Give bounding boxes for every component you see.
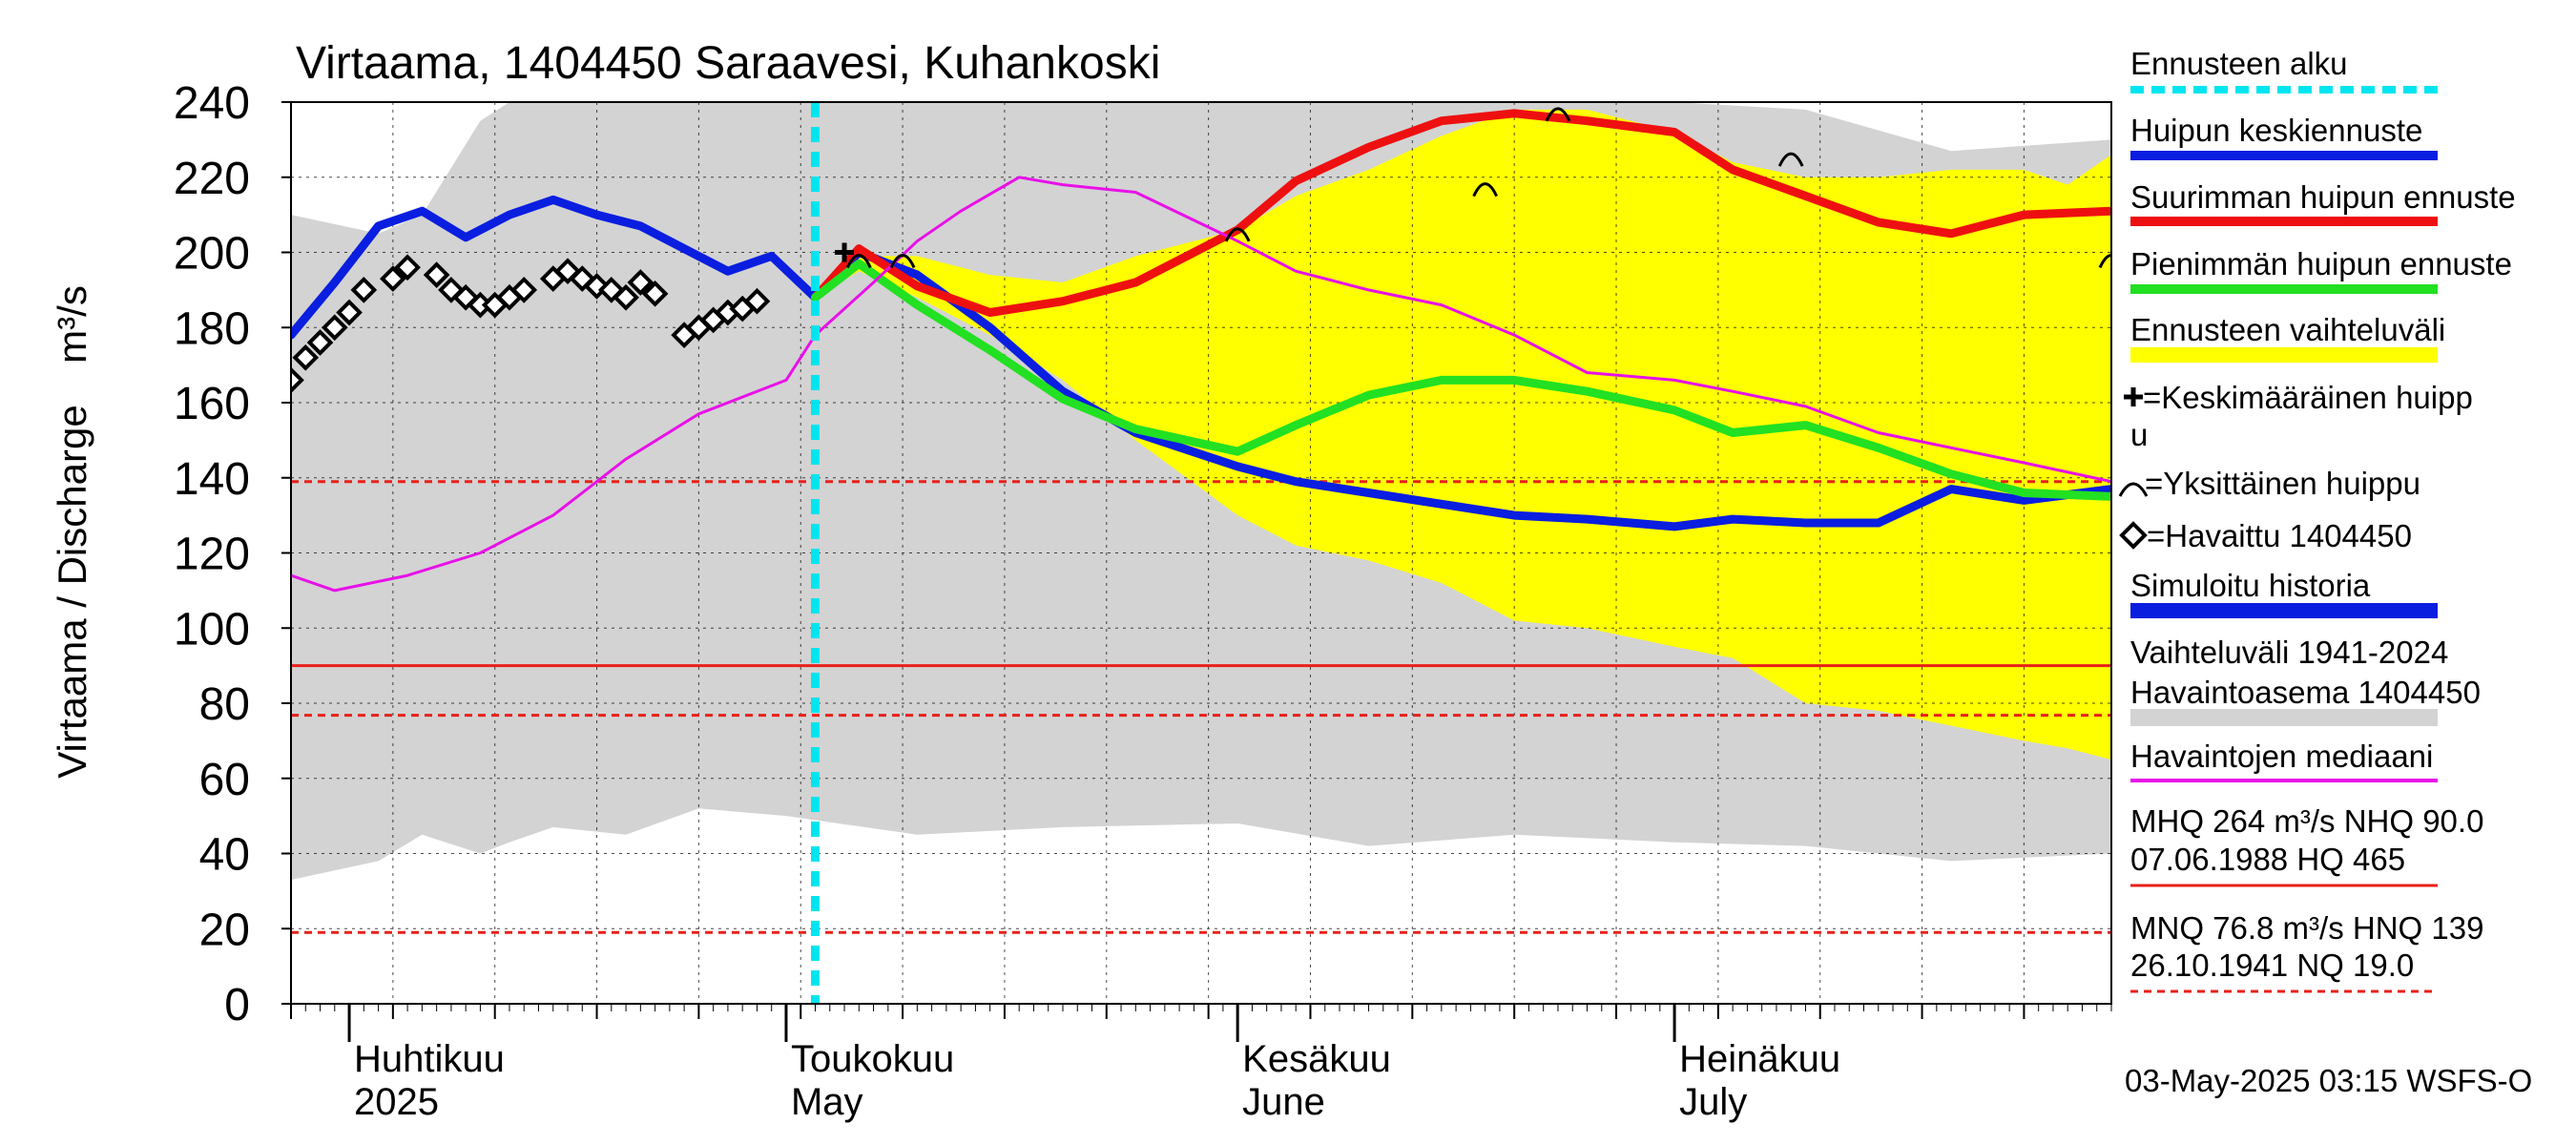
peak-marker (1224, 227, 1251, 242)
month-sublabel-1: 2025 (354, 1081, 439, 1123)
legend-symbol-average-peak (2124, 387, 2143, 406)
peak-marker (845, 253, 872, 269)
y-tick-label: 180 (174, 303, 250, 354)
series-line-4 (291, 176, 2111, 593)
peak-marker (1472, 182, 1499, 198)
observed-point (554, 258, 581, 285)
observed-point (743, 287, 771, 315)
legend-label-9: =Havaittu 1404450 (2147, 518, 2412, 553)
y-tick-label: 60 (199, 755, 250, 805)
month-label-1: Huhtikuu (354, 1038, 505, 1080)
legend-label-1: Ennusteen alku (2130, 46, 2348, 81)
y-tick-label: 220 (174, 154, 250, 204)
legend-label-17: 26.10.1941 NQ 19.0 (2130, 947, 2414, 983)
y-tick-label: 40 (199, 830, 250, 881)
month-sublabel-3: June (1242, 1081, 1325, 1123)
y-tick-label: 0 (224, 980, 250, 1030)
legend-label-8: =Yksittäinen huippu (2145, 466, 2420, 501)
legend-label-11: Vaihteluväli 1941-2024 (2130, 635, 2448, 670)
month-label-4: Heinäkuu (1679, 1038, 1840, 1080)
legend-label-6: =Keskimääräinen huipp (2143, 380, 2473, 415)
legend-label-10: Simuloitu historia (2130, 568, 2371, 603)
legend-label-13: Havaintojen mediaani (2130, 739, 2433, 774)
legend-label-12: Havaintoasema 1404450 (2130, 675, 2481, 710)
series-line-2 (811, 109, 2111, 317)
legend-label-7: u (2130, 417, 2148, 452)
month-label-2: Toukokuu (791, 1038, 954, 1080)
observed-point (583, 273, 611, 300)
peak-marker (1777, 152, 1804, 167)
y-tick-label: 120 (174, 530, 250, 580)
legend-label-2: Huipun keskiennuste (2130, 113, 2422, 148)
y-axis-label: Virtaama / Discharge (50, 405, 94, 778)
observed-point (423, 261, 450, 288)
average-peak-marker (835, 242, 855, 262)
peak-marker (889, 253, 916, 269)
month-label-3: Kesäkuu (1242, 1038, 1391, 1080)
observed-point (350, 277, 378, 303)
legend-symbol-peak (2118, 482, 2149, 497)
y-tick-label: 100 (174, 604, 250, 655)
y-tick-label: 20 (199, 905, 250, 955)
forecast-range-band (815, 109, 2111, 760)
y-tick-label: 140 (174, 454, 250, 505)
series-line-1 (291, 195, 2111, 531)
observed-point (627, 269, 654, 296)
peak-marker (2098, 253, 2111, 269)
y-tick-label: 240 (174, 78, 250, 129)
y-axis-unit: m³/s (50, 285, 94, 364)
observed-point (510, 277, 538, 303)
month-sublabel-4: July (1679, 1081, 1747, 1123)
observed-point (641, 280, 669, 307)
observed-point (291, 366, 304, 394)
footer-timestamp: 03-May-2025 03:15 WSFS-O (2125, 1063, 2532, 1098)
observed-point (613, 283, 639, 311)
plot-area (291, 102, 2111, 1004)
month-sublabel-2: May (791, 1081, 863, 1123)
legend-label-4: Pienimmän huipun ennuste (2130, 246, 2512, 281)
observed-point (569, 265, 596, 292)
observed-point (394, 254, 421, 281)
peak-marker (1545, 107, 1571, 122)
observed-point (380, 265, 406, 292)
legend-label-16: MNQ 76.8 m³/s HNQ 139 (2130, 910, 2483, 946)
observed-point (321, 314, 348, 342)
legend-label-5: Ennusteen vaihteluväli (2130, 312, 2445, 347)
observed-point (292, 344, 320, 371)
observed-point (306, 329, 334, 356)
series-line-3 (811, 259, 2111, 501)
observed-point (336, 299, 363, 326)
y-tick-label: 200 (174, 229, 250, 280)
y-tick-label: 80 (199, 679, 250, 730)
chart-title: Virtaama, 1404450 Saraavesi, Kuhankoski (296, 38, 1160, 89)
legend-label-15: 07.06.1988 HQ 465 (2130, 842, 2405, 877)
legend-label-3: Suurimman huipun ennuste (2130, 179, 2516, 215)
legend-symbol-observed (2119, 521, 2148, 550)
y-tick-label: 160 (174, 379, 250, 429)
legend-label-14: MHQ 264 m³/s NHQ 90.0 (2130, 803, 2483, 839)
